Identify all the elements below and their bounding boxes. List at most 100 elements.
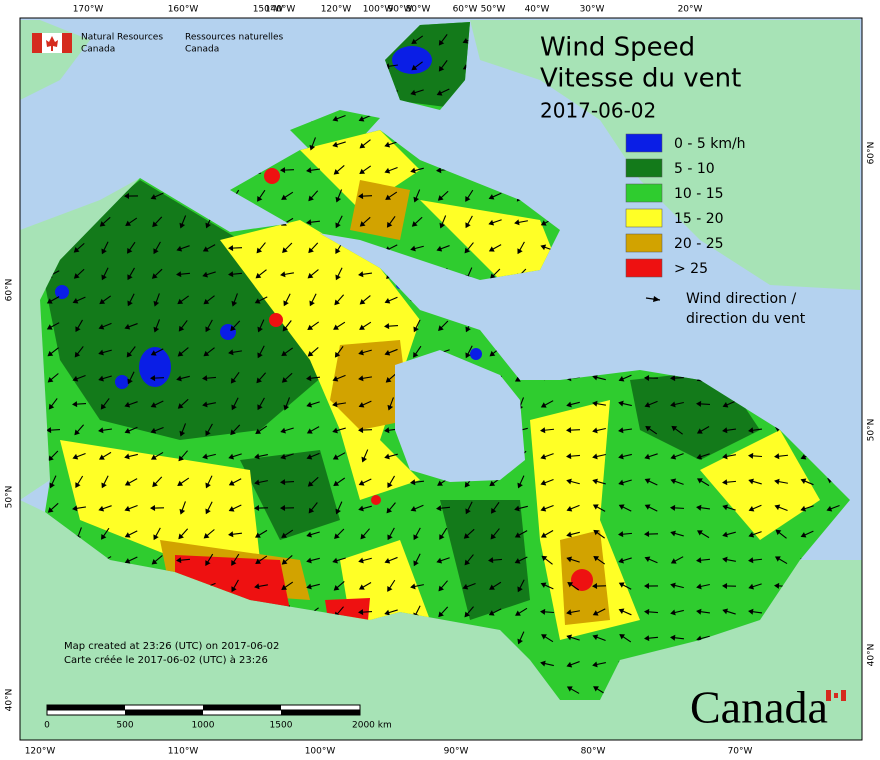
lon-label: 40°W: [525, 5, 550, 15]
arrow-head: [541, 555, 548, 562]
arrow-head: [124, 505, 131, 512]
wind-arrow: [177, 295, 189, 305]
arrow-head: [306, 453, 313, 460]
wind-arrow: [439, 527, 448, 540]
wind-arrow: [566, 453, 581, 460]
arrow-head: [490, 533, 497, 540]
arrow-head: [540, 505, 547, 512]
wind-arrow: [202, 271, 216, 278]
arrow-head: [384, 298, 391, 304]
arrow-head: [670, 375, 676, 382]
wind-arrow: [308, 190, 319, 202]
wind-arrow: [153, 319, 161, 333]
arrow-head: [101, 248, 107, 255]
arrow-head: [72, 505, 78, 512]
arrow-head: [281, 584, 288, 590]
arrow-head: [411, 221, 418, 227]
wind-arrow: [540, 582, 554, 590]
wind-arrow: [696, 583, 710, 590]
arrow-head: [283, 300, 289, 307]
arrow-head: [592, 427, 598, 434]
wind-arrow: [696, 557, 711, 564]
wind-arrow: [566, 401, 580, 408]
arrow-head: [436, 90, 443, 96]
arrow-head: [255, 558, 262, 564]
agency-fr: Ressources naturelles: [185, 33, 284, 43]
zone-15-20: [530, 400, 640, 640]
wind-arrow: [618, 608, 632, 616]
wind-arrow: [231, 553, 240, 566]
wind-arrow: [178, 528, 189, 540]
lon-label: 60°W: [453, 5, 478, 15]
wind-arrow: [280, 479, 295, 486]
arrow-head: [333, 169, 340, 175]
wind-arrow: [150, 348, 164, 356]
arrow-head: [644, 556, 651, 562]
wind-arrow: [517, 241, 525, 255]
wind-arrow: [386, 215, 396, 228]
wind-arrow: [645, 426, 658, 435]
wind-arrow: [203, 295, 215, 305]
wind-arrow: [384, 141, 398, 148]
wind-arrow: [592, 634, 606, 641]
wind-arrow: [255, 555, 268, 564]
wind-arrow: [618, 400, 632, 407]
wind-arrow: [670, 401, 684, 408]
wind-arrow: [774, 478, 788, 485]
wind-arrow: [228, 478, 242, 486]
arrow-head: [281, 194, 287, 200]
wind-arrow: [49, 475, 57, 489]
legend-swatch: [625, 233, 663, 253]
arrow-head: [306, 428, 313, 434]
arrow-head: [308, 247, 314, 254]
wind-arrow: [618, 557, 632, 564]
arrow-head: [99, 221, 106, 227]
arrow-head: [101, 533, 107, 540]
arrow-head: [644, 374, 650, 381]
arrow-head: [150, 454, 157, 460]
arrow-head: [722, 556, 728, 563]
scale-seg: [203, 705, 281, 710]
arrow-head: [384, 167, 391, 174]
agency-en: Natural Resources: [81, 33, 163, 43]
wind-arrow: [177, 347, 189, 357]
nrcan-logo: Natural Resources Canada Ressources natu…: [32, 33, 284, 55]
arrow-head: [800, 505, 807, 512]
lon-label: 80°W: [581, 747, 606, 757]
arrow-head: [358, 375, 364, 382]
wind-arrow: [436, 557, 450, 564]
scale-label: 1500: [270, 721, 293, 731]
arrow-head: [72, 298, 79, 304]
arrow-head: [540, 532, 547, 538]
zone-0-5: [115, 375, 129, 389]
wind-arrow: [618, 504, 632, 512]
hudson-bay: [395, 350, 525, 482]
wind-arrow: [618, 374, 632, 382]
lon-label: 150°W: [253, 5, 284, 15]
wind-arrow: [205, 501, 213, 515]
wind-arrow: [490, 268, 501, 279]
wind-arrow: [281, 347, 294, 357]
wind-arrow: [566, 661, 580, 668]
wind-arrow: [722, 531, 736, 538]
wind-arrow: [644, 556, 658, 564]
wind-arrow: [306, 219, 321, 226]
lon-label: 120°W: [25, 747, 56, 757]
arrow-head: [464, 559, 471, 566]
arrow-head: [592, 478, 598, 485]
arrow-head: [358, 584, 365, 590]
arrow-head: [748, 557, 754, 564]
arrow-head: [98, 323, 105, 330]
wind-arrow: [47, 347, 59, 357]
wind-arrow: [280, 167, 295, 174]
wind-arrow: [361, 449, 369, 463]
wind-arrow: [644, 374, 659, 381]
arrow-head: [566, 531, 572, 538]
wind-arrow: [101, 241, 109, 255]
legend-label: direction du vent: [686, 311, 806, 327]
arrow-head: [202, 375, 208, 382]
arrow-head: [150, 505, 156, 512]
wind-arrow: [748, 557, 763, 564]
wind-arrow: [592, 504, 606, 512]
arrow-head: [256, 377, 262, 384]
